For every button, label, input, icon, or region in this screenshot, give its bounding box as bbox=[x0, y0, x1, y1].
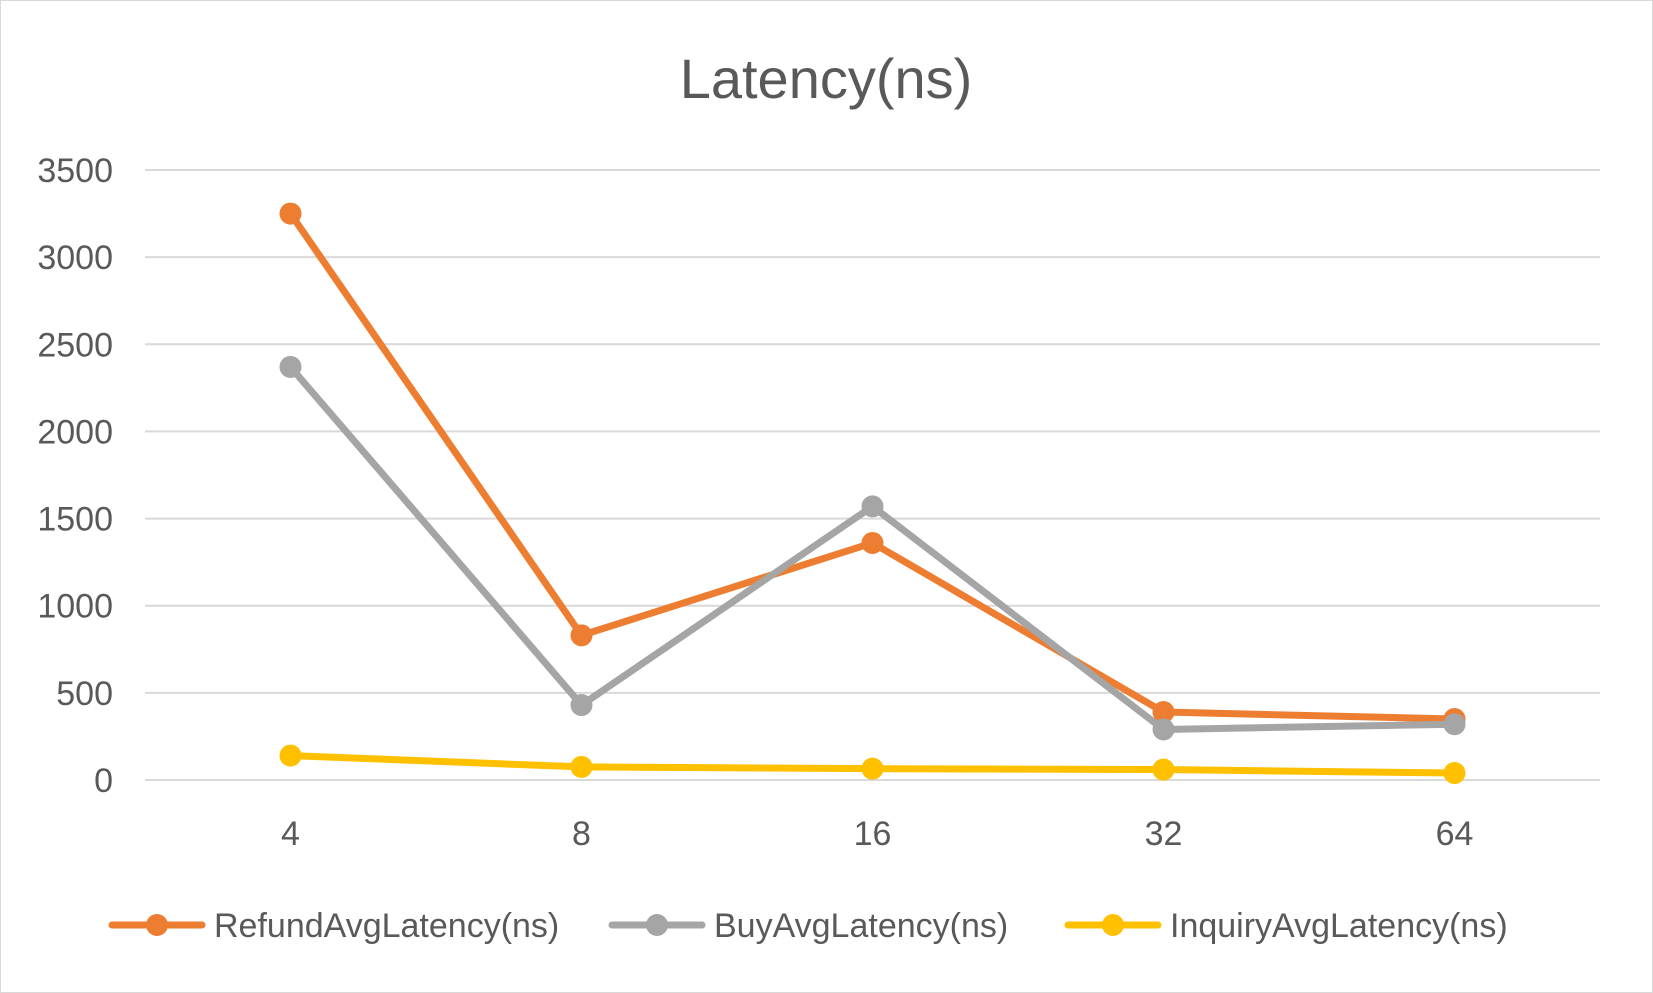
series-0 bbox=[279, 202, 1466, 730]
data-point bbox=[1443, 713, 1466, 736]
series-lines bbox=[279, 202, 1466, 785]
series-line bbox=[287, 210, 1458, 723]
legend-item: RefundAvgLatency(ns) bbox=[108, 907, 559, 945]
data-point bbox=[279, 355, 302, 378]
data-point bbox=[1152, 701, 1175, 724]
y-tick-label: 3000 bbox=[37, 239, 113, 277]
x-tick-label: 4 bbox=[281, 815, 300, 853]
series-1 bbox=[279, 355, 1466, 741]
legend-label: RefundAvgLatency(ns) bbox=[214, 907, 559, 945]
x-tick-label: 8 bbox=[572, 815, 591, 853]
y-tick-label: 500 bbox=[56, 675, 113, 713]
data-point bbox=[1443, 762, 1466, 785]
y-tick-label: 2000 bbox=[37, 413, 113, 451]
data-point bbox=[570, 694, 593, 717]
y-tick-label: 1500 bbox=[37, 501, 113, 539]
legend-label: BuyAvgLatency(ns) bbox=[714, 907, 1008, 945]
y-axis-tick-labels: 0 500 1000 1500 2000 2500 3000 3500 bbox=[37, 152, 113, 800]
data-point bbox=[279, 202, 302, 225]
data-point bbox=[861, 531, 884, 554]
data-point bbox=[1152, 758, 1175, 781]
chart-title: Latency(ns) bbox=[680, 47, 973, 110]
data-point bbox=[570, 755, 593, 778]
gridlines bbox=[145, 169, 1600, 781]
y-tick-label: 0 bbox=[94, 762, 113, 800]
legend: RefundAvgLatency(ns) BuyAvgLatency(ns) Inq… bbox=[108, 907, 1508, 945]
y-tick-label: 1000 bbox=[37, 588, 113, 626]
data-point bbox=[279, 744, 302, 767]
legend-item: BuyAvgLatency(ns) bbox=[608, 907, 1008, 945]
data-point bbox=[861, 757, 884, 780]
data-point bbox=[861, 495, 884, 518]
legend-marker-swatch bbox=[646, 914, 668, 936]
series-2 bbox=[279, 744, 1466, 785]
x-tick-label: 32 bbox=[1145, 815, 1183, 853]
legend-label: InquiryAvgLatency(ns) bbox=[1170, 907, 1508, 945]
data-point bbox=[1152, 718, 1175, 741]
legend-marker-swatch bbox=[1102, 914, 1124, 936]
x-tick-label: 64 bbox=[1436, 815, 1474, 853]
y-tick-label: 3500 bbox=[37, 152, 113, 190]
x-tick-label: 16 bbox=[854, 815, 892, 853]
data-point bbox=[570, 624, 593, 647]
x-axis-tick-labels: 4 8 16 32 64 bbox=[281, 815, 1473, 853]
legend-marker-swatch bbox=[146, 914, 168, 936]
y-tick-label: 2500 bbox=[37, 326, 113, 364]
legend-item: InquiryAvgLatency(ns) bbox=[1064, 907, 1508, 945]
